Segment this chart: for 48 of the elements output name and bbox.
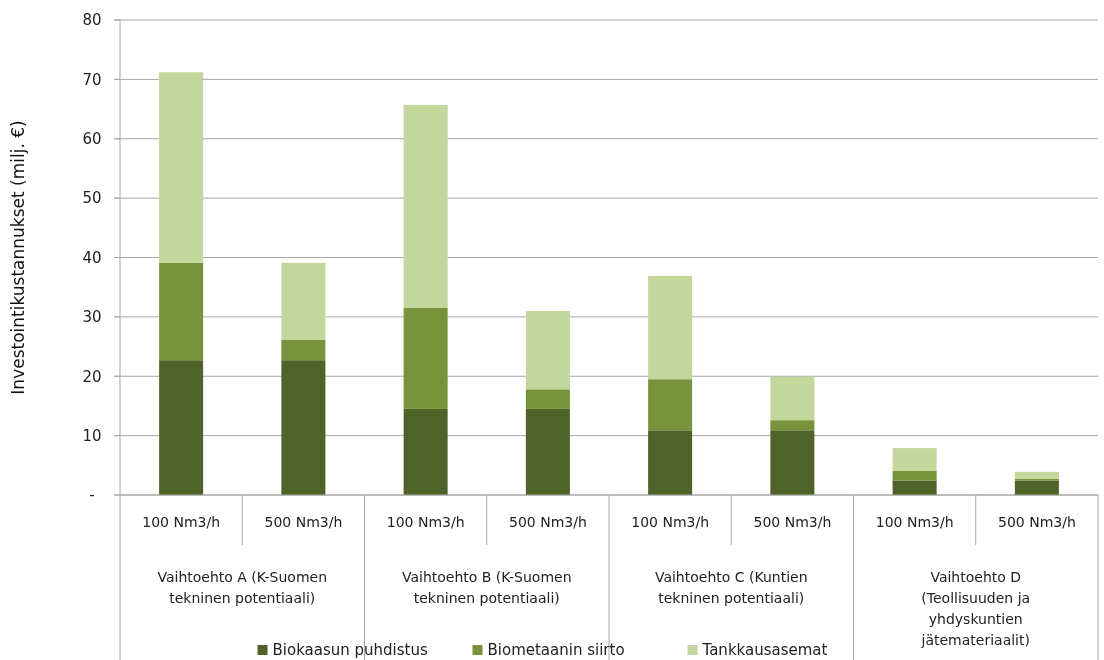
bar — [648, 275, 693, 380]
bar — [159, 262, 204, 361]
text: Vaihtoehto A (K-Suomen tekninen potentiaali) — [157, 569, 328, 606]
x-tick-label: 100 Nm3/h — [631, 514, 710, 530]
x-tick-label: 500 Nm3/h — [753, 514, 832, 530]
bar — [648, 379, 693, 431]
y-tick-label: 70 — [82, 70, 102, 89]
bar — [403, 104, 448, 308]
text: Vaihtoehto D (Teollisuuden ja yhdyskuntien jätemateriaalit) — [920, 569, 1031, 648]
bar — [281, 262, 326, 341]
x-tick-label: 100 Nm3/h — [386, 514, 465, 530]
y-tick-label: 80 — [82, 11, 102, 30]
y-tick-label: 20 — [82, 367, 102, 386]
bar — [159, 72, 204, 263]
bar — [525, 389, 570, 409]
bar — [770, 420, 815, 431]
y-axis-title: Investointikustannukset (milj. €) — [8, 120, 28, 395]
bar — [892, 480, 937, 495]
y-tick-label: - — [89, 486, 95, 505]
y-tick-label: 50 — [82, 189, 102, 208]
bar — [892, 470, 937, 481]
bar — [525, 408, 570, 495]
legend-label: Tankkausasemat — [701, 641, 828, 660]
bar — [892, 448, 937, 471]
x-tick-label: 100 Nm3/h — [142, 514, 221, 530]
x-tick-label: 500 Nm3/h — [997, 514, 1076, 530]
bar — [281, 360, 326, 495]
x-tick-label: 500 Nm3/h — [264, 514, 343, 530]
bar — [1014, 471, 1059, 479]
x-tick-label: 100 Nm3/h — [875, 514, 954, 530]
bar — [403, 408, 448, 495]
y-tick-label: 10 — [82, 426, 102, 445]
bar — [770, 376, 815, 421]
bar — [525, 310, 570, 390]
y-tick-label: 60 — [82, 130, 102, 148]
legend-label: Biokaasun puhdistus — [272, 641, 428, 660]
bar — [1014, 480, 1059, 495]
y-tick-label: 30 — [82, 308, 102, 327]
bar — [770, 430, 815, 495]
text: Vaihtoehto B (K-Suomen tekninen potentiaali) — [401, 569, 572, 606]
bar — [648, 430, 693, 495]
bar — [281, 340, 326, 361]
x-tick-label: 500 Nm3/h — [508, 514, 587, 530]
text: Vaihtoehto C (Kuntien tekninen potentiaali) — [654, 569, 808, 606]
legend-label: Biometaanin siirto — [487, 641, 625, 660]
bar — [403, 307, 448, 409]
bar — [159, 360, 204, 495]
y-tick-label: 40 — [82, 248, 102, 267]
